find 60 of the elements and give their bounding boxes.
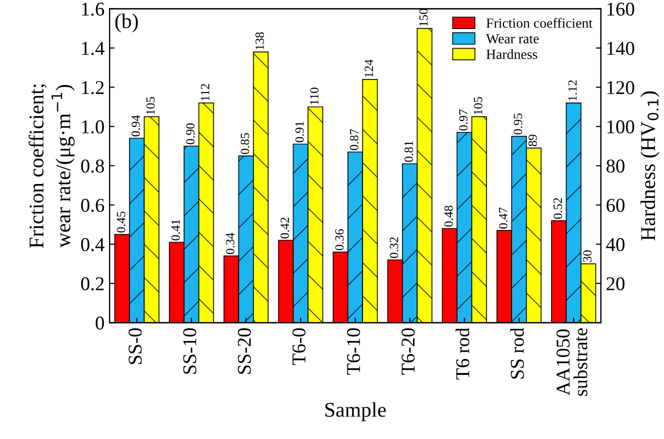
y-tick-label: 0.2 (81, 277, 104, 290)
x-tick-label: T6-0 (292, 328, 306, 365)
y-tick-label: 1.2 (82, 81, 104, 94)
data-label: 0.97 (459, 109, 468, 131)
y-tick-label: 0.4 (81, 238, 104, 252)
legend-label: Hardness (486, 49, 538, 59)
data-label: 0.95 (514, 114, 522, 134)
y2-tick-label: 60 (606, 198, 624, 212)
data-label: 0.32 (390, 237, 398, 258)
y-tick-label: 1.6 (82, 2, 104, 16)
annotation: (b) (115, 13, 138, 32)
y-axis-title: Friction coefficient; wear rate/(μg·m$^{−1}$) (28, 84, 75, 248)
data-label: 0.91 (295, 122, 304, 142)
data-label: 112 (200, 84, 210, 100)
x-tick-label: SS rod (510, 328, 524, 379)
y2-tick-label: 140 (607, 42, 634, 55)
x-tick-label: AA1050 substrate (556, 328, 588, 396)
data-label: 138 (255, 32, 264, 50)
data-label: 1.12 (568, 80, 577, 100)
data-label: 124 (364, 59, 373, 77)
data-label: 0.94 (132, 115, 140, 136)
data-label: 89 (528, 134, 537, 146)
data-label: 0.90 (186, 123, 195, 144)
data-label: 0.41 (171, 220, 180, 240)
data-label: 105 (146, 97, 155, 114)
data-label: 0.85 (240, 133, 250, 154)
y2-tick-label: 20 (606, 277, 624, 290)
legend-label: Wear rate (486, 34, 539, 44)
data-label: 0.36 (335, 229, 344, 250)
data-label: 0.87 (350, 129, 358, 150)
x-tick-label: T6 rod (456, 328, 470, 380)
data-label: 0.42 (280, 218, 290, 238)
x-axis-title: Sample (325, 402, 386, 422)
y2-tick-label: 100 (607, 120, 634, 134)
data-label: 105 (474, 97, 482, 114)
y2-tick-label: 80 (606, 160, 624, 173)
data-label: 0.48 (444, 206, 453, 227)
y-tick-label: 0.6 (81, 198, 104, 212)
legend-label: Friction coefficient (486, 18, 593, 28)
data-label: 0.52 (554, 198, 562, 219)
data-label: 0.34 (226, 232, 234, 254)
y-tick-label: 1.0 (82, 120, 104, 134)
x-tick-label: SS-10 (183, 328, 196, 374)
y-tick-label: 0.8 (81, 160, 104, 173)
y-tick-label: 0 (96, 316, 104, 330)
y2-tick-label: 120 (607, 81, 634, 94)
y-tick-label: 1.4 (82, 42, 104, 56)
data-label: 0.45 (116, 212, 126, 233)
y2-tick-label: 40 (606, 238, 624, 252)
y2-axis-title: Hardness (HV$_{0.1}$) (640, 91, 660, 241)
data-label: 30 (583, 250, 592, 262)
x-tick-label: T6-10 (346, 328, 360, 375)
y2-tick-label: 160 (607, 2, 634, 16)
data-label: 150 (419, 8, 428, 26)
x-tick-label: SS-20 (238, 328, 251, 374)
x-tick-label: SS-0 (128, 328, 142, 364)
data-label: 0.81 (404, 141, 414, 162)
x-tick-label: T6-20 (402, 328, 415, 375)
data-label: 110 (310, 88, 319, 104)
data-label: 0.47 (498, 208, 508, 229)
